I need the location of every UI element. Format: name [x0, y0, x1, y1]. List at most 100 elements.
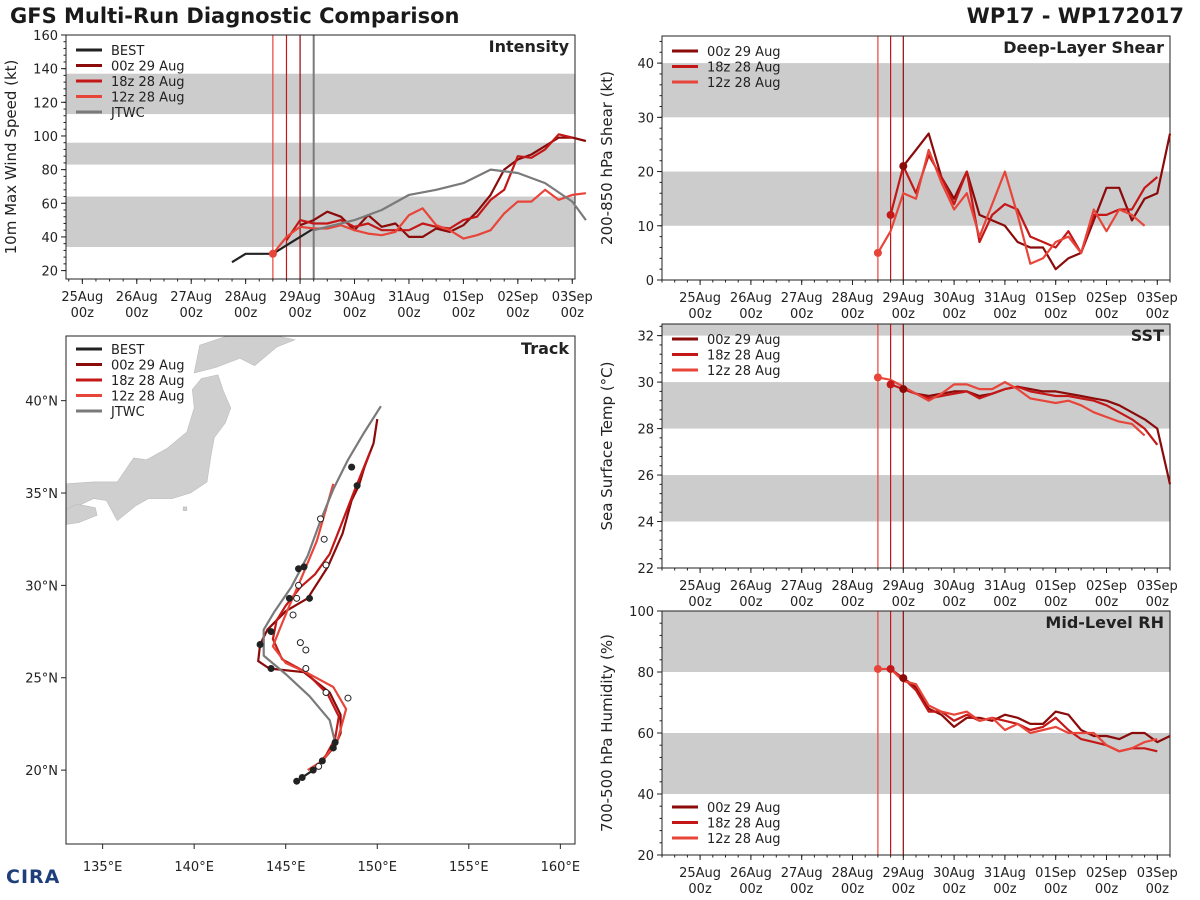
track-title: Track	[521, 339, 569, 358]
intensity-legend-label: BEST	[111, 44, 144, 59]
shear-init-dot	[886, 210, 895, 219]
intensity-ylabel: 10m Max Wind Speed (kt)	[2, 60, 20, 255]
shear-ytick-label: 0	[646, 274, 654, 289]
sst-ytick-label: 24	[637, 516, 654, 531]
shear-series-run00	[902, 132, 1172, 271]
intensity-xtick-day: 25Aug	[61, 290, 103, 305]
panel-track: 135°E 140°E 145°E 150°E 155°E 160°E 20°N 25°N 30…	[25, 335, 581, 875]
sst-xtick-day: 28Aug	[832, 579, 874, 594]
sst-ytick-label: 28	[637, 423, 654, 438]
track-marker-filled	[348, 463, 356, 471]
intensity-band-2	[66, 73, 575, 115]
sst-series-run12	[877, 376, 1146, 437]
panel-sst: 22242628303225Aug00z26Aug00z27Aug00z28Au…	[598, 323, 1178, 610]
intensity-legend-label: 18z 28 Aug	[111, 75, 185, 90]
track-legend-label: 12z 28 Aug	[111, 390, 185, 405]
track-marker-open	[289, 611, 297, 619]
sst-xtick-hour: 00z	[1095, 595, 1119, 610]
track-legend-label: JTWC	[110, 405, 145, 420]
rh-init-dot	[873, 664, 882, 673]
intensity-init-dot	[268, 249, 277, 258]
intensity-ytick-label: 100	[33, 130, 58, 145]
shear-init-dot	[899, 162, 908, 171]
intensity-legend-label: JTWC	[110, 106, 145, 121]
track-marker-open	[302, 646, 310, 654]
shear-xtick-day: 29Aug	[882, 291, 924, 306]
shear-series-run12	[876, 148, 1146, 265]
page-title: GFS Multi-Run Diagnostic Comparison	[10, 4, 460, 28]
rh-xtick-hour: 00z	[892, 882, 916, 897]
shear-xtick-hour: 00z	[1044, 307, 1068, 322]
rh-xtick-day: 30Aug	[933, 866, 975, 881]
sst-ytick-label: 30	[637, 376, 654, 391]
sst-xtick-hour: 00z	[1044, 595, 1068, 610]
rh-init-dot	[886, 664, 895, 673]
shear-legend-label: 12z 28 Aug	[707, 76, 781, 91]
sst-xtick-day: 25Aug	[679, 579, 721, 594]
shear-xtick-hour: 00z	[739, 307, 763, 322]
shear-xtick-hour: 00z	[942, 307, 966, 322]
track-legend-label: 00z 29 Aug	[111, 359, 185, 374]
shear-ytick-label: 20	[637, 166, 654, 181]
sst-series-run00	[902, 385, 1172, 485]
sst-xtick-hour: 00z	[790, 595, 814, 610]
sst-legend-label: 12z 28 Aug	[707, 364, 781, 379]
track-marker-filled	[295, 565, 303, 573]
shear-xtick-hour: 00z	[1095, 307, 1119, 322]
track-legend-label: 18z 28 Aug	[111, 374, 185, 389]
sst-ylabel: Sea Surface Temp (°C)	[598, 361, 616, 530]
track-ytick-label: 25°N	[25, 672, 58, 687]
track-marker-open	[344, 694, 352, 702]
track-marker-filled	[285, 594, 293, 602]
sst-legend-label: 18z 28 Aug	[707, 349, 781, 364]
intensity-xtick-hour: 00z	[71, 306, 95, 321]
rh-ytick-label: 60	[637, 727, 654, 742]
shear-xtick-hour: 00z	[1146, 307, 1170, 322]
track-xtick-label: 145°E	[266, 860, 306, 875]
track-marker-filled	[293, 777, 301, 785]
sst-xtick-day: 29Aug	[882, 579, 924, 594]
track-ytick-label: 20°N	[25, 764, 58, 779]
rh-legend-label: 00z 29 Aug	[707, 801, 781, 816]
rh-init-dot	[899, 674, 908, 683]
intensity-xtick-hour: 00z	[288, 306, 312, 321]
track-xtick-label: 160°E	[541, 860, 581, 875]
shear-xtick-day: 28Aug	[832, 291, 874, 306]
rh-legend-label: 12z 28 Aug	[707, 832, 781, 847]
track-marker-filled	[267, 665, 275, 673]
sst-ytick-label: 32	[637, 330, 654, 345]
rh-series-run00	[902, 677, 1171, 744]
track-marker-open	[322, 689, 330, 697]
intensity-ytick-label: 60	[41, 197, 58, 212]
rh-xtick-day: 01Sep	[1035, 866, 1076, 881]
intensity-series-run18	[285, 133, 573, 241]
rh-xtick-hour: 00z	[1044, 882, 1068, 897]
rh-title: Mid-Level RH	[1045, 613, 1164, 632]
rh-xtick-hour: 00z	[993, 882, 1017, 897]
shear-xtick-day: 25Aug	[679, 291, 721, 306]
shear-xtick-hour: 00z	[892, 307, 916, 322]
track-ytick-label: 40°N	[25, 395, 58, 410]
shear-init-dot	[873, 248, 882, 257]
track-marker-filled	[256, 640, 264, 648]
intensity-legend-label: 00z 29 Aug	[111, 60, 185, 75]
intensity-series-jtwc	[313, 168, 587, 232]
sst-xtick-hour: 00z	[993, 595, 1017, 610]
shear-xtick-day: 27Aug	[781, 291, 823, 306]
shear-xtick-day: 31Aug	[984, 291, 1026, 306]
sst-ytick-label: 26	[637, 469, 654, 484]
rh-xtick-day: 03Sep	[1137, 866, 1178, 881]
sst-init-dot	[873, 373, 882, 382]
track-marker-filled	[300, 563, 308, 571]
shear-xtick-hour: 00z	[790, 307, 814, 322]
intensity-xtick-hour: 00z	[234, 306, 258, 321]
intensity-ytick-label: 160	[33, 29, 58, 44]
shear-title: Deep-Layer Shear	[1003, 38, 1164, 57]
sst-ytick-label: 22	[637, 562, 654, 577]
track-series-run00	[257, 418, 379, 747]
track-ytick-label: 30°N	[25, 579, 58, 594]
shear-ytick-label: 30	[637, 111, 654, 126]
track-xtick-label: 155°E	[449, 860, 489, 875]
track-series-run18	[271, 451, 371, 771]
storm-id: WP17 - WP172017	[966, 4, 1184, 28]
